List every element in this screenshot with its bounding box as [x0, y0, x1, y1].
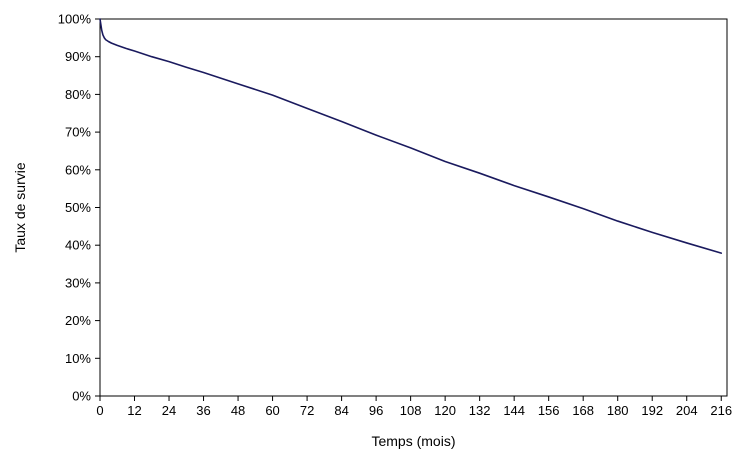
- y-axis: 0% 10% 20% 30% 40% 50% 60% 70% 80% 90% 100%: [58, 12, 100, 404]
- x-tick-label: 168: [572, 403, 594, 418]
- x-tick-label: 0: [96, 403, 103, 418]
- y-tick-label: 70%: [65, 125, 91, 140]
- x-tick-label: 36: [196, 403, 210, 418]
- x-tick-label: 216: [710, 403, 732, 418]
- y-tick-label: 100%: [58, 12, 92, 27]
- x-tick-label: 144: [503, 403, 525, 418]
- plot-frame: [99, 18, 728, 397]
- y-tick-label: 40%: [65, 238, 91, 253]
- x-tick-label: 180: [607, 403, 629, 418]
- y-tick-label: 10%: [65, 351, 91, 366]
- x-tick-label: 192: [641, 403, 663, 418]
- y-tick-label: 60%: [65, 162, 91, 177]
- x-tick-label: 204: [676, 403, 698, 418]
- y-axis-title: Taux de survie: [12, 162, 28, 252]
- y-tick-label: 0%: [72, 389, 91, 404]
- y-tick-label: 20%: [65, 313, 91, 328]
- x-axis-title: Temps (mois): [371, 433, 455, 449]
- x-tick-label: 60: [265, 403, 279, 418]
- x-tick-label: 72: [300, 403, 314, 418]
- y-tick-label: 90%: [65, 49, 91, 64]
- x-tick-label: 120: [434, 403, 456, 418]
- plot-area: [99, 18, 728, 397]
- x-tick-label: 84: [334, 403, 348, 418]
- y-tick-label: 30%: [65, 275, 91, 290]
- x-tick-label: 156: [538, 403, 560, 418]
- x-tick-label: 12: [127, 403, 141, 418]
- x-tick-label: 48: [231, 403, 245, 418]
- x-axis: 0 12 24 36 48 60 72 84 96 108 120 132 144 156 168 180 19…: [96, 396, 732, 418]
- x-tick-label: 132: [469, 403, 491, 418]
- x-tick-label: 108: [400, 403, 422, 418]
- y-tick-label: 80%: [65, 87, 91, 102]
- series-layer: [99, 18, 723, 254]
- survival-curve: [99, 18, 723, 254]
- x-tick-label: 96: [369, 403, 383, 418]
- x-tick-label: 24: [162, 403, 176, 418]
- y-tick-label: 50%: [65, 200, 91, 215]
